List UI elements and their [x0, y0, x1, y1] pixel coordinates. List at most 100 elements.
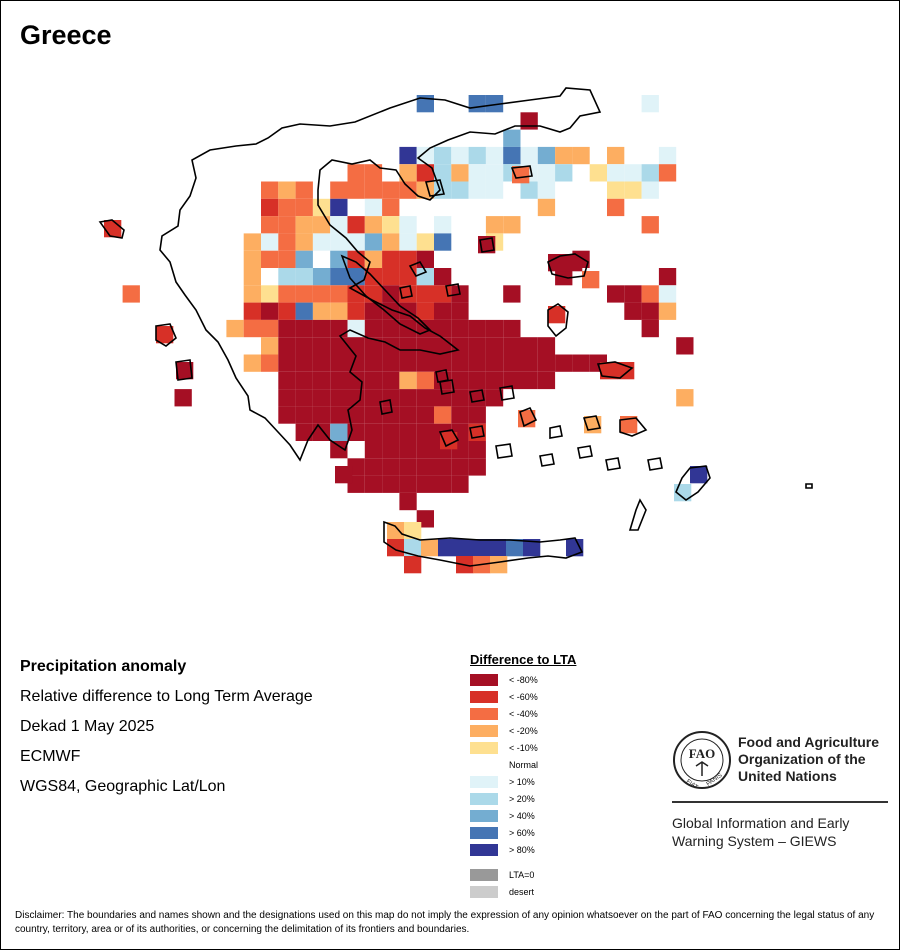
grid-cell	[399, 354, 417, 372]
grid-cell	[607, 164, 625, 182]
grid-cell	[503, 371, 521, 390]
grid-cell	[335, 466, 353, 484]
grid-cell	[451, 181, 469, 199]
grid-cell	[537, 371, 556, 390]
info-line-3: ECMWF	[20, 748, 81, 765]
grid-cell	[624, 181, 642, 199]
grid-cell	[382, 371, 400, 390]
grid-cell	[382, 475, 400, 493]
grid-cell	[347, 302, 365, 320]
grid-cell	[537, 146, 556, 165]
grid-cell	[312, 319, 331, 338]
grid-cell	[330, 337, 348, 355]
grid-cell	[261, 181, 279, 199]
legend-item-label: Normal	[509, 759, 539, 770]
grid-cell	[434, 406, 452, 424]
grid-cell	[416, 354, 434, 372]
grid-cell	[548, 306, 566, 324]
grid-cell	[261, 233, 279, 251]
grid-cell	[243, 233, 261, 251]
grid-cell	[243, 285, 261, 303]
grid-cell	[382, 389, 400, 407]
grid-cell	[347, 423, 365, 441]
grid-cell	[472, 539, 490, 557]
grid-cell	[416, 146, 434, 165]
grid-cell	[387, 539, 405, 557]
grid-cell	[382, 423, 400, 441]
grid-cell	[451, 475, 469, 493]
grid-cell	[607, 198, 625, 217]
grid-cell	[641, 319, 659, 338]
grid-cell	[451, 146, 469, 165]
grid-cell	[485, 146, 504, 165]
grid-cell	[399, 233, 417, 251]
grid-cell	[607, 146, 625, 165]
grid-cell	[468, 164, 486, 182]
grid-cell	[399, 181, 417, 199]
grid-cell	[641, 164, 659, 182]
grid-cell	[503, 337, 521, 355]
grid-cell	[485, 164, 504, 182]
grid-cell	[485, 95, 504, 113]
grid-cell	[503, 354, 521, 372]
grid-cell	[122, 285, 140, 303]
grid-cell	[347, 164, 365, 182]
legend-item-swatch	[470, 690, 498, 703]
info-heading: Precipitation anomaly	[20, 658, 187, 675]
grid-cell	[295, 181, 313, 199]
grid-cell	[347, 233, 365, 251]
grid-cell	[520, 112, 538, 130]
grid-cell	[364, 423, 383, 441]
grid-cell	[278, 268, 296, 286]
grid-cell	[404, 539, 422, 557]
grid-cell	[278, 389, 296, 407]
grid-cell	[364, 337, 383, 355]
grid-cell	[347, 181, 365, 199]
grid-cell	[416, 406, 434, 424]
grid-cell	[295, 423, 313, 441]
fao-name-line-3: United Nations	[738, 768, 837, 784]
grid-cell	[278, 181, 296, 199]
grid-cell	[295, 285, 313, 303]
fao-divider	[672, 801, 888, 803]
grid-cell	[295, 216, 313, 234]
grid-cell	[572, 146, 590, 165]
legend-extra-item-label: desert	[509, 886, 535, 897]
grid-cell	[468, 441, 486, 459]
grid-cell	[330, 285, 348, 303]
grid-cell	[617, 362, 635, 380]
fao-logo-text: FAO	[689, 746, 715, 761]
grid-cell	[278, 319, 296, 338]
grid-cell	[434, 354, 452, 372]
fao-name: Food and Agriculture Organization of the…	[738, 734, 879, 785]
grid-cell	[485, 389, 504, 407]
grid-cell	[572, 354, 590, 372]
grid-cell	[485, 319, 504, 338]
grid-cell	[641, 95, 659, 113]
grid-cell	[278, 371, 296, 390]
grid-cell	[364, 164, 383, 182]
grid-cell	[641, 216, 659, 234]
grid-cell	[278, 406, 296, 424]
grid-cell	[278, 250, 296, 268]
legend-extra-item-label: LTA=0	[509, 869, 535, 880]
precipitation-map	[98, 87, 813, 574]
legend-item-row: < -60%	[470, 688, 576, 705]
grid-cell	[624, 164, 642, 182]
grid-cell	[658, 302, 677, 320]
grid-cell	[364, 233, 383, 251]
grid-cell	[434, 146, 452, 165]
grid-cell	[416, 302, 434, 320]
grid-cell	[312, 216, 331, 234]
grid-cell	[399, 423, 417, 441]
grid-cell	[690, 466, 708, 484]
grid-cell	[382, 406, 400, 424]
legend-item-label: > 80%	[509, 844, 535, 855]
grid-cell	[104, 220, 122, 238]
grid-cell	[468, 458, 486, 476]
grid-cell	[455, 539, 473, 557]
legend-item-row: < -40%	[470, 705, 576, 722]
grid-cell	[382, 458, 400, 476]
grid-cell	[364, 181, 383, 199]
fao-name-line-1: Food and Agriculture	[738, 734, 880, 750]
